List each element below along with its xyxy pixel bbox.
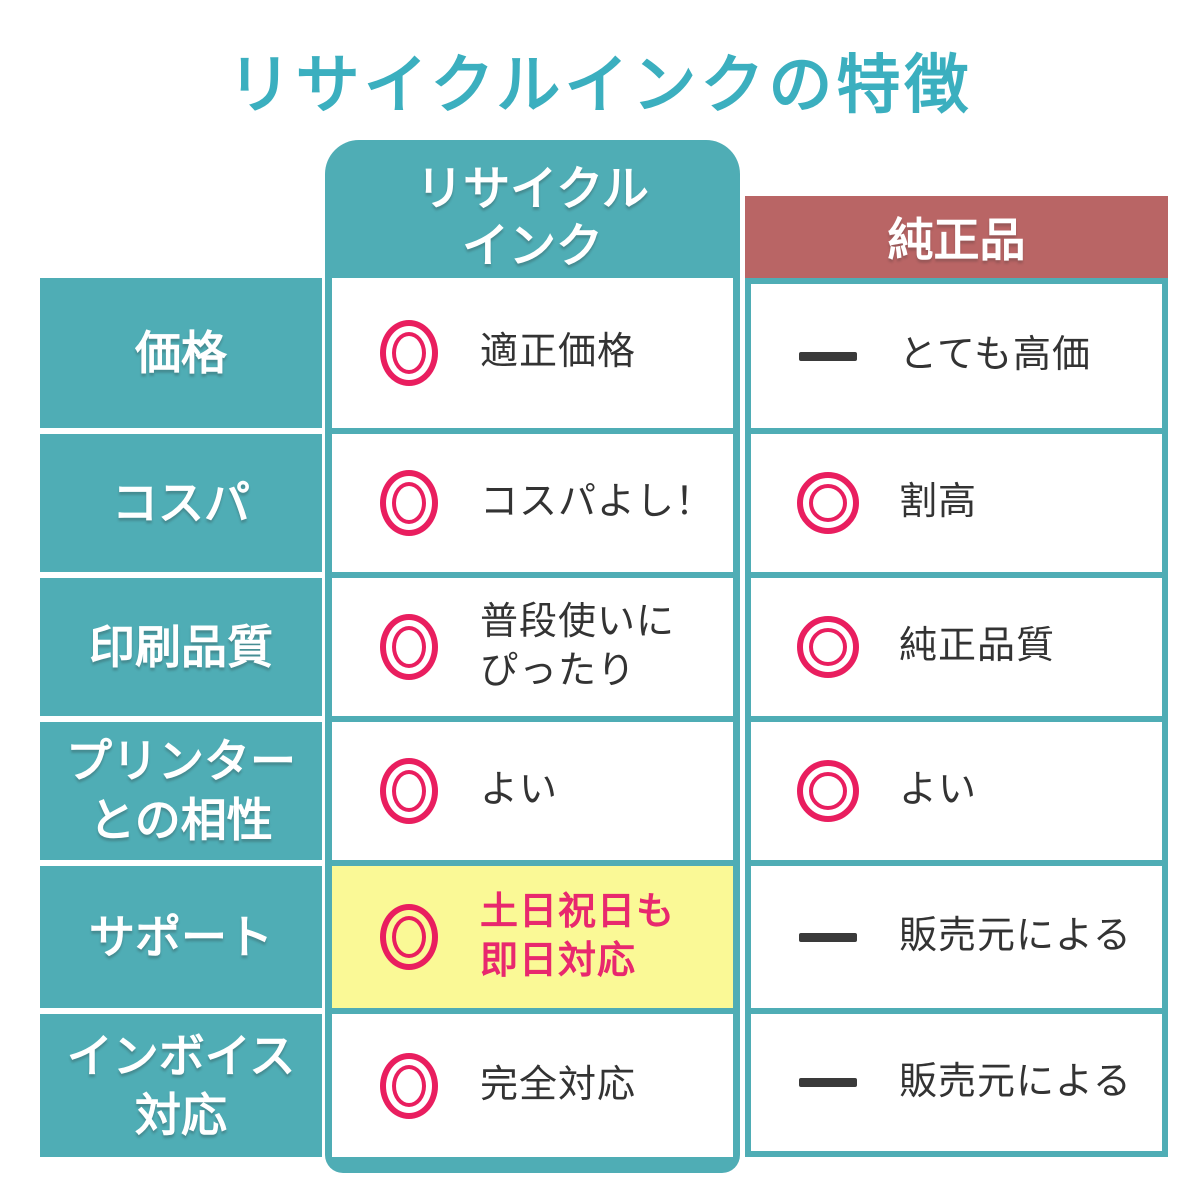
double-circle-icon xyxy=(380,614,438,680)
double-circle-icon xyxy=(380,1052,438,1119)
cell-text-line: 純正品質 xyxy=(899,625,1056,668)
row-label-invoice-support: インボイス 対応 xyxy=(40,1014,322,1157)
cell-recycled-print-quality: 普段使いに ぴったり xyxy=(332,578,733,716)
cell-text: 普段使いに ぴったり xyxy=(480,598,675,697)
cell-genuine-invoice-support: 販売元による xyxy=(751,1014,1162,1151)
cell-text: 純正品質 xyxy=(899,622,1055,671)
cell-text-emphasized: 土日祝日も 即日対応 xyxy=(480,888,675,987)
row-label-line: プリンター xyxy=(66,735,296,788)
row-label-line: 価格 xyxy=(135,326,227,379)
cell-text: コスパよし！ xyxy=(480,478,714,527)
cell-text-line: とても高価 xyxy=(899,334,1091,377)
double-circle-icon xyxy=(797,760,859,822)
row-label-line: 対応 xyxy=(135,1088,227,1141)
cell-text-line: 適正価格 xyxy=(480,331,637,374)
recycled-header-line1: リサイクル xyxy=(416,162,649,215)
dash-icon xyxy=(799,351,857,361)
row-label-print-quality: 印刷品質 xyxy=(40,578,322,716)
cell-text-line: 販売元による xyxy=(899,1060,1132,1103)
cell-recycled-printer-compatibility: よい xyxy=(332,722,733,860)
dash-icon xyxy=(799,932,857,942)
double-circle-icon xyxy=(380,320,438,386)
genuine-column-header: 純正品 xyxy=(745,196,1168,278)
cell-recycled-invoice-support: 完全対応 xyxy=(332,1014,733,1157)
cell-recycled-price: 適正価格 xyxy=(332,278,733,428)
cell-recycled-cost-performance: コスパよし！ xyxy=(332,434,733,572)
row-label-line: 印刷品質 xyxy=(89,620,273,673)
cell-text-line: 販売元による xyxy=(899,915,1132,958)
double-circle-icon xyxy=(797,616,859,678)
cell-text-line: 普段使いに xyxy=(480,600,676,643)
double-circle-icon xyxy=(380,904,438,970)
cell-text-line: 完全対応 xyxy=(480,1063,637,1106)
cell-text: とても高価 xyxy=(899,331,1091,380)
cell-text: 販売元による xyxy=(899,1058,1132,1107)
row-label-price: 価格 xyxy=(40,278,322,428)
recycled-header-line2: インク xyxy=(462,219,603,273)
double-circle-icon xyxy=(380,470,438,536)
cell-text: よい xyxy=(480,766,558,815)
dash-icon xyxy=(799,1078,857,1087)
cell-recycled-support-highlighted: 土日祝日も 即日対応 xyxy=(332,866,733,1008)
cell-genuine-printer-compatibility: よい xyxy=(751,722,1162,860)
cell-text: 適正価格 xyxy=(480,328,636,377)
row-label-line: との相性 xyxy=(89,794,273,846)
cell-genuine-print-quality: 純正品質 xyxy=(751,578,1162,716)
cell-text: よい xyxy=(899,766,977,815)
cell-text: 割高 xyxy=(899,478,977,527)
double-circle-icon xyxy=(380,758,438,824)
recycled-ink-column-header: リサイクル インク xyxy=(325,160,740,275)
cell-text: 完全対応 xyxy=(480,1061,636,1110)
cell-genuine-support: 販売元による xyxy=(751,866,1162,1008)
cell-genuine-cost-performance: 割高 xyxy=(751,434,1162,572)
cell-genuine-price: とても高価 xyxy=(751,284,1162,428)
row-label-cost-performance: コスパ xyxy=(40,434,322,572)
row-label-line: コスパ xyxy=(112,476,250,529)
row-label-printer-compatibility: プリンター との相性 xyxy=(40,722,322,860)
row-label-line: インボイス xyxy=(66,1029,296,1082)
cell-text-line: 土日祝日も xyxy=(480,890,676,933)
row-label-support: サポート xyxy=(40,866,322,1008)
cell-text-line: ぴったり xyxy=(480,650,637,692)
cell-text-line: コスパよし！ xyxy=(480,481,715,524)
double-circle-icon xyxy=(797,472,859,534)
cell-text-line: よい xyxy=(899,769,978,812)
cell-text-line: よい xyxy=(480,769,559,812)
row-label-line: サポート xyxy=(89,910,273,963)
cell-text: 販売元による xyxy=(899,912,1132,961)
cell-text-line: 割高 xyxy=(899,481,978,524)
cell-text-line: 即日対応 xyxy=(480,940,637,982)
page-title: リサイクルインクの特徴 xyxy=(227,49,973,121)
